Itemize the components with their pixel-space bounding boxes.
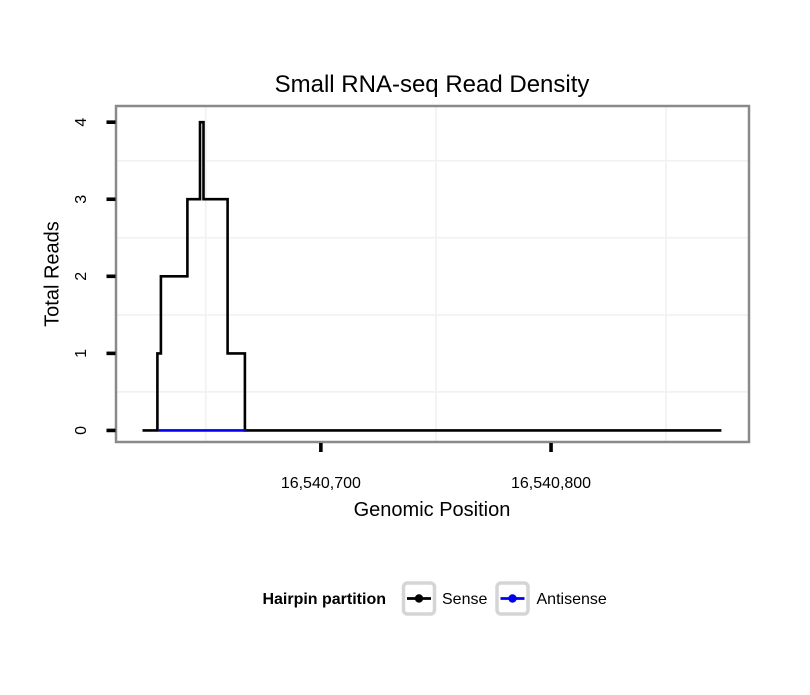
legend-entry-antisense: Antisense xyxy=(495,581,607,616)
legend-entry-sense: Sense xyxy=(401,581,487,616)
plot-panel-background xyxy=(116,106,749,442)
x-axis-title: Genomic Position xyxy=(354,499,511,521)
legend-title: Hairpin partition xyxy=(262,591,386,608)
y-tick-label: 0 xyxy=(73,426,90,435)
antisense-point-icon xyxy=(508,594,517,603)
panel-border xyxy=(114,104,751,444)
axis-ticks-and-labels: 16,540,700 16,540,800 0 1 2 3 4 xyxy=(73,118,591,492)
gridlines xyxy=(117,107,748,441)
y-tick-label: 2 xyxy=(73,272,90,281)
legend-label-sense: Sense xyxy=(442,591,487,608)
data-series xyxy=(142,120,722,432)
x-tick-label: 16,540,700 xyxy=(281,475,361,492)
sense-point-icon xyxy=(414,594,424,603)
legend-label-antisense: Antisense xyxy=(537,591,607,608)
y-tick-label: 1 xyxy=(73,349,90,358)
y-tick-label: 3 xyxy=(73,195,90,204)
y-axis-title: Total Reads xyxy=(41,221,63,327)
chart-title: Small RNA-seq Read Density xyxy=(275,71,590,98)
legend: Hairpin partition Sense Antisense xyxy=(262,581,607,616)
x-tick-label: 16,540,800 xyxy=(511,475,591,492)
y-tick-label: 4 xyxy=(73,118,90,127)
series-sense-line xyxy=(142,120,722,432)
